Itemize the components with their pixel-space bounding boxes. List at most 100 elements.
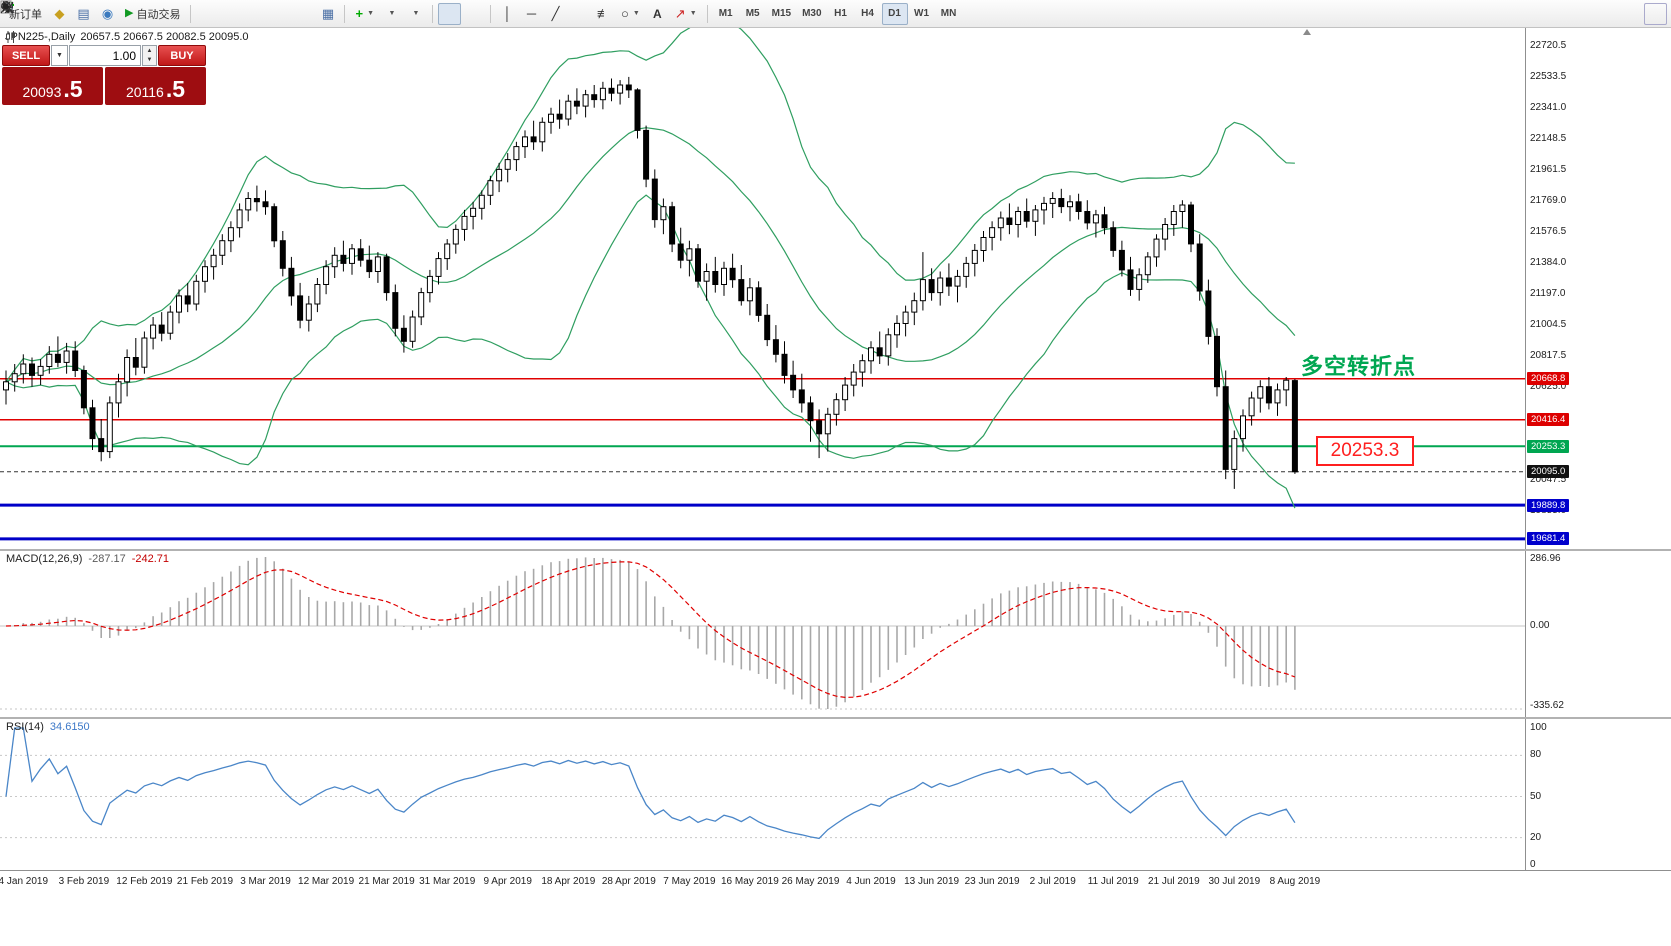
date-label: 30 Jul 2019 [1208, 876, 1261, 887]
price-scale-label: 21961.5 [1530, 164, 1567, 175]
chart-shift-marker[interactable] [1303, 29, 1311, 35]
price-scale-label: 21197.0 [1530, 288, 1566, 299]
price-scale-label: 22533.5 [1530, 71, 1567, 82]
timeframe-m1-button[interactable]: M1 [718, 8, 733, 19]
shapes-button[interactable]: ○ ▼ [616, 3, 645, 25]
price-scale-label: 21004.5 [1530, 319, 1567, 330]
timeframe-m15-button[interactable]: M15 [771, 8, 792, 19]
main-chart-pane[interactable]: JPN225-,Daily 20657.5 20667.5 20082.5 20… [0, 28, 1525, 549]
volume-down-icon[interactable]: ▼ [146, 57, 153, 64]
chart-icon [6, 31, 15, 43]
timeframe-h1-button[interactable]: H1 [834, 8, 847, 19]
timeframe-h4-button[interactable]: H4 [861, 8, 874, 19]
sell-button[interactable]: SELL [2, 45, 50, 66]
volume-stepper[interactable]: ▲ ▼ [142, 45, 157, 66]
crosshair-button[interactable] [1, 1, 485, 25]
rsi-pane[interactable]: RSI(14) 34.6150 [0, 719, 1525, 870]
price-scale-label: 21769.0 [1530, 195, 1567, 206]
date-label: 21 Mar 2019 [358, 876, 415, 887]
bid-integer: 20093 [22, 83, 62, 100]
rsi-scale-label: 0 [1530, 859, 1536, 870]
macd-label: MACD(12,26,9) -287.17 -242.71 [6, 553, 169, 565]
tile-windows-button[interactable]: ▦ [316, 3, 339, 25]
price-scale-label: 22341.0 [1530, 102, 1567, 113]
timeframe-m5-button[interactable]: M5 [745, 8, 760, 19]
timeframe-w1-button[interactable]: W1 [914, 8, 930, 19]
candlestick-chart-button[interactable] [1, 1, 243, 25]
macd-axis-max: 286.96 [1530, 553, 1561, 564]
text-button[interactable]: A [646, 3, 669, 25]
date-label: 21 Feb 2019 [176, 876, 234, 887]
toolbar: 新订单 ◆ ▤ ◉ ▶ 自动交易 ▦ + ▼ ▼ ▼ │ ─ ╱ ≢ ○ ▼ A ↗… [0, 0, 1671, 28]
date-label: 18 Apr 2019 [541, 876, 596, 887]
macd-signal-value: -242.71 [131, 553, 170, 565]
date-label: 31 Mar 2019 [419, 876, 476, 887]
channel-button[interactable] [0, 1, 591, 25]
toolbar-separator [344, 4, 346, 23]
search-button[interactable] [1, 1, 1667, 25]
ohlc-values: 20657.5 20667.5 20082.5 20095.0 [80, 31, 249, 43]
arrows-button[interactable]: ↗ ▼ [670, 3, 702, 25]
date-label: 26 May 2019 [781, 876, 840, 887]
price-axis[interactable]: 22720.5 22533.5 22341.0 22148.5 21961.5 21769… [1525, 28, 1671, 549]
fibonacci-button[interactable]: ≢ [592, 3, 615, 25]
macd-axis[interactable]: 286.96 0.00 -335.62 [1525, 551, 1671, 717]
indicators-button[interactable]: + ▼ [350, 3, 379, 25]
vertical-line-button[interactable]: │ [496, 3, 519, 25]
ellipse-icon: ○ [621, 6, 629, 21]
cursor-button[interactable] [3, 1, 461, 25]
volume-dropdown-button[interactable]: ▼ [51, 45, 68, 66]
main-chart-svg[interactable] [0, 28, 1525, 549]
macd-pane[interactable]: MACD(12,26,9) -287.17 -242.71 [0, 551, 1525, 717]
autotrading-button[interactable]: ▶ 自动交易 [120, 3, 185, 25]
toolbar-separator [432, 4, 433, 23]
terminal-button[interactable]: ◉ [96, 3, 119, 25]
buy-button[interactable]: BUY [158, 45, 206, 66]
price-scale-label: 21384.0 [1530, 257, 1567, 268]
rsi-value: 34.6150 [49, 721, 90, 733]
toolbar-separator [190, 4, 192, 23]
date-label: 9 Apr 2019 [483, 876, 532, 887]
rsi-name: RSI(14) [6, 721, 44, 733]
market-watch-button[interactable]: ▤ [72, 3, 95, 25]
rsi-scale-label: 80 [1530, 749, 1542, 761]
price-callout-box[interactable]: 20253.3 [1316, 436, 1414, 466]
date-label: 12 Mar 2019 [298, 876, 355, 887]
date-label: 7 May 2019 [663, 876, 716, 887]
bid-fraction: .5 [63, 76, 83, 103]
ask-price-display[interactable]: 20116 .5 [105, 67, 206, 105]
chevron-down-icon: ▼ [56, 52, 63, 59]
macd-main-value: -287.17 [88, 553, 126, 565]
bid-price-display[interactable]: 20093 .5 [2, 67, 103, 105]
price-badge: 19889.8 [1527, 498, 1570, 512]
macd-svg[interactable] [0, 551, 1525, 717]
pane-separator[interactable] [0, 549, 1671, 551]
rsi-svg[interactable] [0, 719, 1525, 870]
date-label: 13 Jun 2019 [904, 876, 960, 887]
zoom-in-button[interactable] [1, 1, 291, 25]
periods-button[interactable]: ▼ [1, 1, 403, 25]
bar-chart-button[interactable] [1, 1, 219, 25]
pane-separator[interactable] [0, 717, 1671, 719]
line-chart-button[interactable] [0, 1, 267, 25]
date-label: 28 Apr 2019 [601, 876, 656, 887]
timeframe-d1-button[interactable]: D1 [881, 2, 908, 25]
symbols-icon: ◆ [54, 6, 65, 21]
symbols-button[interactable]: ◆ [48, 3, 71, 25]
trendline-button[interactable]: ╱ [544, 3, 567, 25]
zoom-out-button[interactable] [1, 1, 315, 25]
price-scale-label: 20625.0 [1530, 381, 1567, 392]
indicators-icon: + [355, 6, 364, 21]
templates-button[interactable]: ▼ [0, 0, 427, 25]
price-badge: 20095.0 [1527, 465, 1570, 479]
volume-up-icon[interactable]: ▲ [146, 47, 153, 54]
rsi-scale-label: 50 [1530, 790, 1542, 802]
volume-input[interactable] [69, 45, 141, 66]
date-axis[interactable]: 4 Jan 2019 3 Feb 2019 12 Feb 2019 21 Feb 20… [0, 870, 1671, 896]
horizontal-line-button[interactable]: ─ [520, 3, 543, 25]
timeframe-m30-button[interactable]: M30 [802, 8, 822, 19]
turning-point-annotation[interactable]: 多空转折点 [1301, 354, 1417, 379]
rsi-axis[interactable]: 100 80 50 20 0 [1525, 719, 1671, 870]
timeframe-mn-button[interactable]: MN [940, 8, 957, 19]
date-label: 3 Mar 2019 [240, 876, 291, 887]
